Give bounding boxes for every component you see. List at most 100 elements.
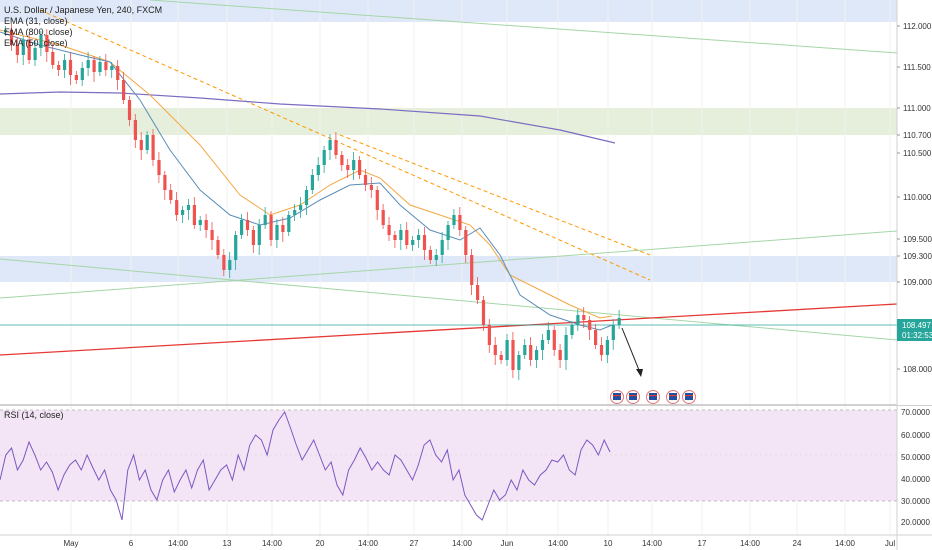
candle-body [74,75,78,80]
candle-body [310,175,314,190]
candle-body [564,335,568,360]
candle-body [4,30,8,32]
rsi-line [0,410,611,521]
rsi-tick-label: 20.0000 [901,518,930,527]
bar-countdown: 01:32:53 [902,331,932,340]
candle-body [493,345,497,355]
candle-body [240,220,244,235]
candle-body [251,230,255,245]
flag-icon [629,393,637,400]
time-label: 14:00 [262,539,283,548]
price-axis-ticks: 112.000 111.500 111.000 110.700 110.500 110.0… [897,22,932,374]
candle-body [263,215,267,225]
price-axis[interactable] [897,0,932,405]
candle-body [363,175,368,185]
support-zone [0,256,897,282]
candle-body [133,120,137,140]
price-tick-label: 111.000 [903,104,931,113]
price-tick-label: 109.000 [903,278,932,287]
candle-body [535,350,539,360]
projection-arrow [621,327,642,376]
price-tick-label: 108.000 [903,365,932,374]
candle-body [375,190,379,210]
candle-body [417,235,421,240]
event-badge[interactable] [666,390,680,404]
candle-body [476,285,480,300]
price-tick-label: 109.500 [903,235,932,244]
candle-body [45,35,49,52]
candle-body [27,40,31,60]
candle-body [340,155,344,165]
rsi-tick-label: 70.0000 [901,408,930,417]
candle-body [145,135,149,150]
event-badge[interactable] [626,390,640,404]
candle-body [582,315,586,320]
flag-stripe [629,395,637,397]
time-label: 6 [129,539,134,548]
time-label: 14:00 [835,539,856,548]
candle-body [594,330,598,345]
trendline-orange-dashed-1 [39,9,651,281]
candle-body [163,175,167,190]
candle-body [334,140,338,155]
candle-body [511,340,515,370]
candle-body [157,160,161,175]
candle-body [98,62,102,72]
price-tick-label: 110.500 [903,149,932,158]
candle-body [481,300,486,325]
candle-body [151,135,155,160]
candle-body [222,255,226,270]
rsi-tick-label: 60.0000 [901,431,930,440]
time-label: 14:00 [740,539,761,548]
legend: U.S. Dollar / Japanese Yen, 240, FXCM EM… [4,5,162,49]
candle-body [287,215,291,232]
time-label: 14:00 [642,539,663,548]
candle-body [611,325,615,340]
candle-body [110,66,114,70]
time-axis[interactable]: May 6 14:00 13 14:00 20 14:00 27 14:00 Jun 14:00 10… [63,539,895,548]
candle-body [293,210,297,215]
candle-body [175,200,179,215]
candle-body [299,205,303,210]
candle-body [139,140,143,150]
candle-body [605,340,609,355]
candle-body [51,52,55,65]
symbol-title[interactable]: U.S. Dollar / Japanese Yen, 240, FXCM [4,5,163,15]
candle-body [588,320,592,330]
economic-events[interactable] [610,390,696,404]
candle-body [576,315,580,325]
candle-body [15,45,19,55]
event-badge[interactable] [646,390,660,404]
trendline-red [0,303,898,356]
candle-body [452,215,456,225]
indicator-ema-800[interactable]: EMA (800, close) [4,27,73,37]
time-label: 20 [316,539,325,548]
time-label: 14:00 [548,539,569,548]
time-label: Jun [501,539,514,548]
event-badge[interactable] [682,390,696,404]
candle-body [322,150,326,165]
candle-body [546,330,550,340]
candle-body [552,330,556,350]
ema-50-line [0,29,613,319]
candle-body [458,215,462,230]
rsi-axis-ticks: 70.0000 60.0000 50.0000 40.0000 30.0000 20.00… [901,408,930,527]
candle-body [505,340,509,360]
candle-body [434,255,438,260]
candle-body [369,185,373,190]
time-label: Jul [885,539,895,548]
candle-body [275,225,279,240]
price-tick-label: 109.300 [903,252,932,261]
rsi-legend[interactable]: RSI (14, close) [4,410,64,420]
indicator-ema-31[interactable]: EMA (31, close) [4,16,68,26]
event-badge[interactable] [610,390,624,404]
trendline-green-rising [0,230,898,299]
price-tick-label: 110.700 [903,131,932,140]
candle-body [39,35,43,48]
price-tick-label: 112.000 [903,22,932,31]
time-label: 24 [793,539,802,548]
candle-body [540,340,545,350]
indicator-ema-50[interactable]: EMA (50, close) [4,38,68,48]
candle-body [116,66,120,80]
